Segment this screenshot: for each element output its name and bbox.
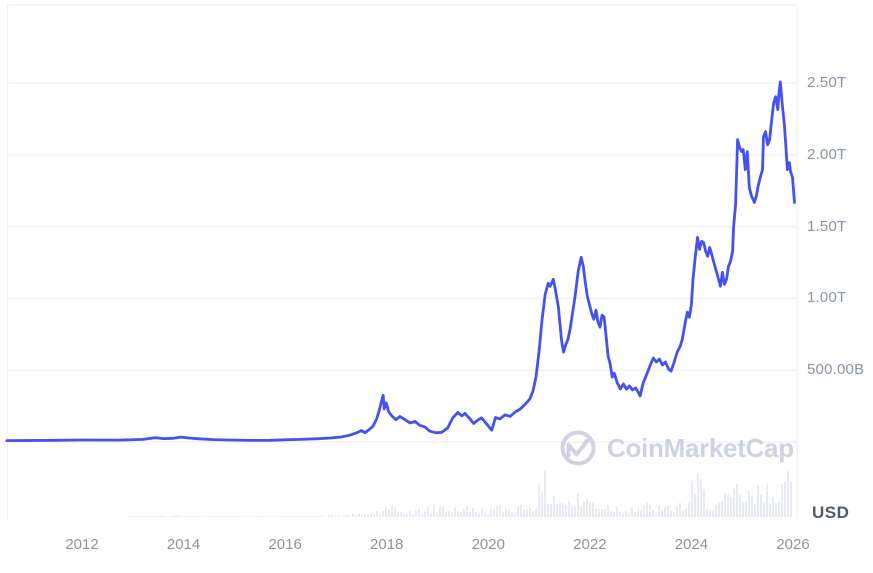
x-tick-label: 2014	[166, 536, 201, 553]
y-tick-label: 1.50T	[807, 217, 847, 235]
x-tick-label: 2024	[674, 536, 709, 553]
usd-unit-label: USD	[812, 503, 850, 522]
y-tick-label: 1.00T	[807, 289, 847, 307]
price-line	[5, 80, 796, 442]
x-tick-label: 2020	[471, 536, 505, 553]
x-tick-label: 2026	[776, 536, 810, 553]
volume-bars	[127, 470, 792, 517]
x-tick-label: 2012	[65, 536, 99, 553]
x-tick-label: 2016	[268, 536, 302, 553]
x-tick-label: 2022	[573, 536, 607, 553]
y-tick-label: 500.00B	[807, 361, 865, 379]
y-tick-label: 2.00T	[807, 145, 847, 163]
y-tick-label: 2.50T	[807, 74, 847, 91]
x-tick-label: 2018	[370, 536, 404, 553]
grid-lines	[6, 4, 798, 519]
